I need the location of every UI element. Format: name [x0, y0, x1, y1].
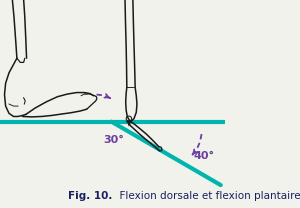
Text: 40°: 40°	[194, 151, 215, 161]
Text: Fig. 10.: Fig. 10.	[68, 191, 112, 201]
Text: Flexion dorsale et flexion plantaire.: Flexion dorsale et flexion plantaire.	[112, 191, 300, 201]
Text: 30°: 30°	[103, 135, 124, 145]
